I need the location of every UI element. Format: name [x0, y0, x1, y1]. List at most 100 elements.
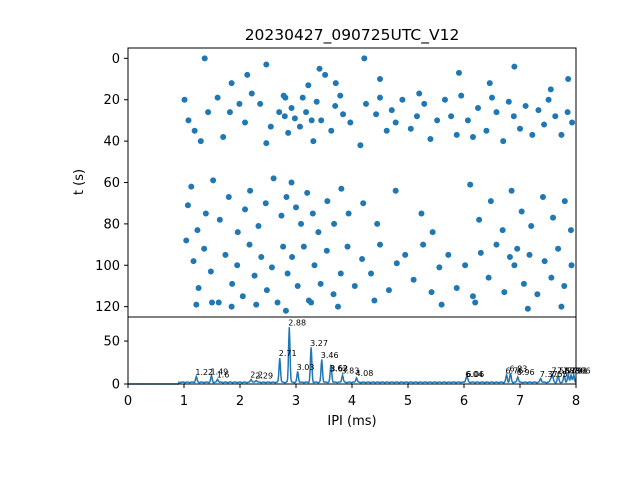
x-tick-label: 3	[292, 394, 300, 409]
scatter-point	[501, 289, 508, 296]
peak-label: 6.04	[465, 370, 483, 379]
scatter-point	[520, 280, 527, 287]
scatter-point	[242, 119, 249, 126]
scatter-point	[392, 187, 399, 194]
peak-label: 2.71	[279, 349, 297, 358]
scatter-points	[181, 55, 576, 314]
peak-label: 3.62	[330, 364, 348, 373]
scatter-point	[568, 262, 575, 269]
scatter-point	[547, 86, 554, 93]
scatter-point	[499, 227, 506, 234]
scatter-point	[561, 282, 568, 289]
scatter-point	[311, 262, 318, 269]
scatter-point	[487, 198, 494, 205]
histogram-panel: 1.221.491.6 2.22.292.712.883.033.273.463.…	[103, 316, 591, 429]
scatter-point	[541, 121, 548, 128]
scatter-point	[522, 102, 529, 109]
scatter-point	[268, 264, 275, 271]
scatter-point	[298, 220, 305, 227]
peak-label: 1.6	[217, 371, 230, 380]
scatter-point	[351, 282, 358, 289]
peak-label: 7.91	[570, 366, 588, 375]
scatter-point	[289, 253, 296, 260]
scatter-point	[434, 117, 441, 124]
peak-label: 3.46	[321, 351, 339, 360]
scatter-point	[263, 287, 270, 294]
scatter-point	[469, 133, 476, 140]
scatter-point	[511, 63, 518, 70]
chart-title: 20230427_090725UTC_V12	[245, 26, 460, 45]
scatter-point	[399, 96, 406, 103]
scatter-point	[548, 274, 555, 281]
scatter-point	[304, 189, 311, 196]
scatter-point	[225, 193, 232, 200]
scatter-point	[510, 113, 517, 120]
scatter-point	[475, 105, 481, 112]
scatter-point	[253, 301, 260, 308]
scatter-point	[552, 113, 559, 120]
y-tick-label: 80	[103, 217, 120, 232]
scatter-point	[344, 243, 351, 250]
y-tick-label: 60	[103, 176, 120, 191]
scatter-point	[421, 100, 428, 107]
scatter-point	[328, 127, 335, 134]
scatter-point	[335, 303, 341, 310]
scatter-point	[428, 289, 435, 296]
scatter-point	[315, 229, 322, 236]
scatter-point	[234, 229, 241, 236]
scatter-point	[283, 193, 290, 200]
scatter-point	[322, 71, 329, 78]
scatter-point	[228, 80, 235, 87]
scatter-axes-frame	[127, 47, 577, 318]
scatter-point	[222, 251, 229, 258]
x-tick-label: 6	[460, 394, 468, 409]
scatter-point	[388, 107, 395, 114]
x-tick-label: 1	[180, 394, 188, 409]
peak-label: 2.88	[288, 318, 306, 327]
scatter-point	[392, 119, 399, 126]
scatter-point	[383, 127, 390, 134]
peak-label: 1.22	[195, 368, 213, 377]
scatter-point	[197, 138, 204, 145]
scatter-point	[193, 301, 200, 308]
scatter-point	[363, 100, 369, 107]
scatter-point	[420, 241, 427, 248]
peak-label: 2.2	[250, 371, 263, 380]
scatter-point	[285, 129, 292, 136]
scatter-point	[550, 214, 557, 221]
scatter-point	[477, 249, 484, 256]
x-tick-label: 4	[348, 394, 356, 409]
scatter-point	[493, 241, 500, 248]
scatter-point	[262, 200, 269, 207]
scatter-y-ticks: 0 20 40 60 80 100 120	[95, 52, 128, 315]
y-tick-label: 0	[112, 52, 120, 67]
scatter-point	[318, 117, 325, 124]
histogram-x-axis-label: IPI (ms)	[327, 414, 376, 429]
scatter-point	[310, 138, 317, 145]
scatter-point	[337, 92, 344, 99]
scatter-point	[453, 131, 460, 138]
peak-label: 7.58	[551, 366, 569, 375]
scatter-point	[278, 212, 285, 219]
peak-label: 2.29	[255, 372, 273, 381]
peak-label: 6.06	[466, 370, 484, 379]
scatter-point	[436, 264, 443, 271]
peak-label: 3.27	[310, 339, 328, 348]
scatter-point	[258, 253, 265, 260]
scatter-point	[190, 258, 197, 265]
scatter-point	[332, 102, 339, 109]
scatter-point	[181, 96, 188, 103]
scatter-point	[429, 229, 436, 236]
scatter-point	[332, 80, 339, 87]
scatter-point	[564, 109, 571, 116]
scatter-point	[242, 206, 249, 213]
peak-label: 6.76	[506, 366, 524, 375]
y-tick-label: 40	[103, 135, 120, 150]
scatter-point	[368, 270, 375, 277]
peak-label: 7.79	[563, 366, 581, 375]
scatter-point	[567, 227, 574, 234]
scatter-point	[506, 253, 513, 260]
scatter-point	[331, 220, 338, 227]
scatter-point	[410, 276, 417, 283]
scatter-point	[323, 247, 330, 254]
